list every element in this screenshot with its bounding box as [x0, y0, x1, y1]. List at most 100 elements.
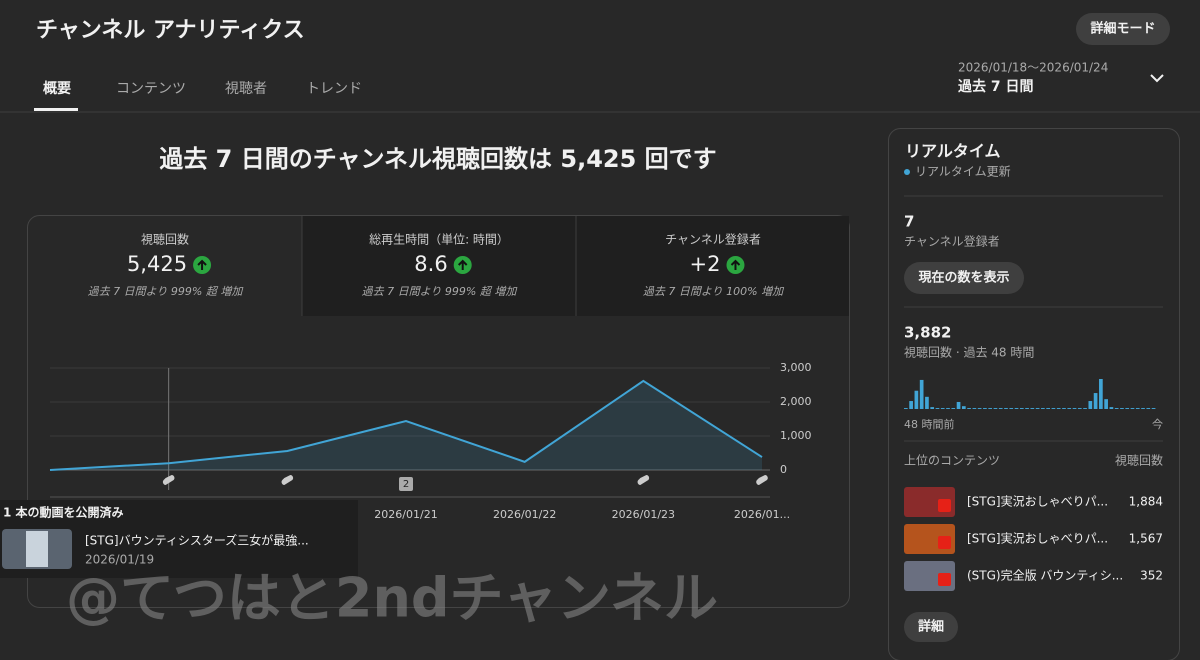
y-tick-label: 3,000 [780, 361, 812, 374]
realtime-bar [1093, 393, 1098, 409]
realtime-bar [951, 408, 956, 409]
x-tick-label: 2026/01... [734, 508, 790, 521]
realtime-bar [988, 408, 993, 409]
bars-end-label: 今 [1152, 417, 1163, 431]
realtime-bar [1104, 399, 1108, 409]
headline: 過去 7 日間のチャンネル視聴回数は 5,425 回です [159, 145, 716, 173]
show-count-button[interactable] [904, 262, 1024, 294]
realtime-bar [967, 408, 971, 409]
metric-up-arrow [457, 259, 468, 270]
realtime-bar [1099, 379, 1103, 409]
upload-badge[interactable] [399, 477, 413, 491]
content-views: 1,567 [1129, 532, 1163, 546]
realtime-status: リアルタイム更新 [915, 165, 1011, 179]
watermark: @てつはと2ndチャンネル [66, 567, 718, 630]
realtime-bar [1120, 408, 1124, 409]
line [49, 379, 763, 471]
shorts-icon[interactable] [756, 475, 768, 485]
realtime-views-label: 視聴回数 · 過去 48 時間 [904, 345, 1034, 360]
tabs: 概要 コンテンツ 視聴者 トレンド [43, 80, 362, 97]
realtime-bar [1067, 408, 1072, 409]
date-range-chevron[interactable] [1150, 74, 1164, 83]
realtime-bar [1088, 401, 1093, 409]
realtime-bar [993, 408, 998, 409]
page-title: チャンネル アナリティクス [36, 18, 305, 43]
realtime-bar [1019, 408, 1024, 409]
x-tick-label: 2026/01/22 [493, 508, 556, 521]
realtime-bar [1109, 407, 1114, 409]
realtime-bar [919, 379, 924, 409]
shorts-badge [938, 499, 951, 512]
realtime-card [888, 128, 1180, 660]
popup-video-date: 2026/01/19 [85, 553, 154, 567]
realtime-bar [956, 401, 961, 409]
realtime-bar [935, 408, 940, 409]
realtime-bar [1125, 408, 1130, 409]
subscriber-label: チャンネル登録者 [904, 234, 1000, 249]
details-label[interactable]: 詳細 [918, 619, 944, 635]
realtime-bar [998, 408, 1003, 409]
shorts-icon[interactable] [162, 475, 175, 485]
metric-change: 過去 7 日間より 999% 超 増加 [88, 285, 245, 298]
metric-change: 過去 7 日間より 999% 超 増加 [362, 285, 519, 298]
realtime-bar [1009, 408, 1014, 409]
metric-up-arrow [730, 259, 741, 270]
y-tick-label: 0 [780, 463, 787, 476]
views-column-label: 視聴回数 [1115, 453, 1163, 468]
line-area [50, 380, 762, 470]
tab[interactable]: トレンド [306, 81, 362, 97]
realtime-bar [1004, 408, 1008, 409]
bars-start-label: 48 時間前 [904, 417, 955, 431]
realtime-bar [972, 408, 977, 409]
shorts-icon[interactable] [637, 475, 650, 485]
tab[interactable]: 視聴者 [225, 81, 267, 97]
metric-label: チャンネル登録者 [665, 232, 761, 247]
realtime-bar [1025, 408, 1029, 409]
date-range-label[interactable]: 過去 7 日間 [958, 78, 1034, 95]
realtime-bar [1035, 408, 1040, 409]
realtime-bar [1062, 408, 1066, 409]
content-views: 352 [1140, 569, 1163, 583]
shorts-badge [938, 573, 951, 586]
x-tick-label: 2026/01/23 [612, 508, 675, 521]
realtime-title: リアルタイム [905, 142, 1001, 161]
realtime-bar [940, 408, 945, 409]
realtime-bar [1141, 408, 1145, 409]
realtime-bar [1135, 408, 1140, 409]
realtime-bar [977, 408, 982, 409]
upload-badge-count[interactable]: 2 [403, 479, 409, 490]
realtime-bar [1114, 408, 1119, 409]
realtime-views: 3,882 [904, 324, 951, 342]
realtime-bar [1151, 408, 1156, 409]
realtime-bar [1146, 408, 1151, 409]
realtime-bar [1041, 408, 1045, 409]
metric-up-arrow [197, 259, 207, 270]
content-title[interactable]: [STG]実況おしゃべりパ... [967, 531, 1108, 546]
y-tick-label: 1,000 [780, 429, 812, 442]
metric-value: 8.6 [414, 252, 447, 276]
realtime-bar [930, 407, 935, 409]
date-range-dates: 2026/01/18〜2026/01/24 [958, 61, 1108, 75]
realtime-bar [961, 406, 966, 409]
advanced-mode-label[interactable]: 詳細モード [1090, 21, 1155, 37]
metric-change: 過去 7 日間より 100% 増加 [643, 285, 785, 298]
advanced-mode-button[interactable] [1076, 13, 1170, 45]
popup-video-title[interactable]: [STG]バウンティシスターズ三女が最強... [85, 533, 309, 548]
realtime-bar [1056, 408, 1061, 409]
tab[interactable]: 概要 [43, 80, 71, 97]
shorts-icon[interactable] [281, 475, 294, 485]
content-title[interactable]: [STG]実況おしゃべりパ... [967, 494, 1108, 509]
details-button[interactable] [904, 612, 958, 642]
content-views: 1,884 [1129, 495, 1163, 509]
top-content-list: [STG]実況おしゃべりパ... 1,884 [STG]実況おしゃべりパ... 1,5… [904, 487, 1163, 591]
metric-value: 5,425 [127, 252, 187, 276]
content-title[interactable]: (STG)完全版 バウンティシ... [967, 569, 1123, 583]
tab-underline [34, 108, 78, 111]
tab[interactable]: コンテンツ [116, 81, 186, 97]
show-count-label[interactable]: 現在の数を表示 [918, 270, 1009, 286]
realtime-bar [1046, 408, 1051, 409]
y-tick-label: 2,000 [780, 395, 812, 408]
metric-value: +2 [690, 252, 721, 276]
